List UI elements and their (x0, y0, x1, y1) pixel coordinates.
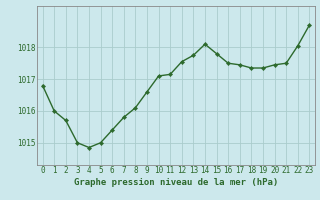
X-axis label: Graphe pression niveau de la mer (hPa): Graphe pression niveau de la mer (hPa) (74, 178, 278, 187)
